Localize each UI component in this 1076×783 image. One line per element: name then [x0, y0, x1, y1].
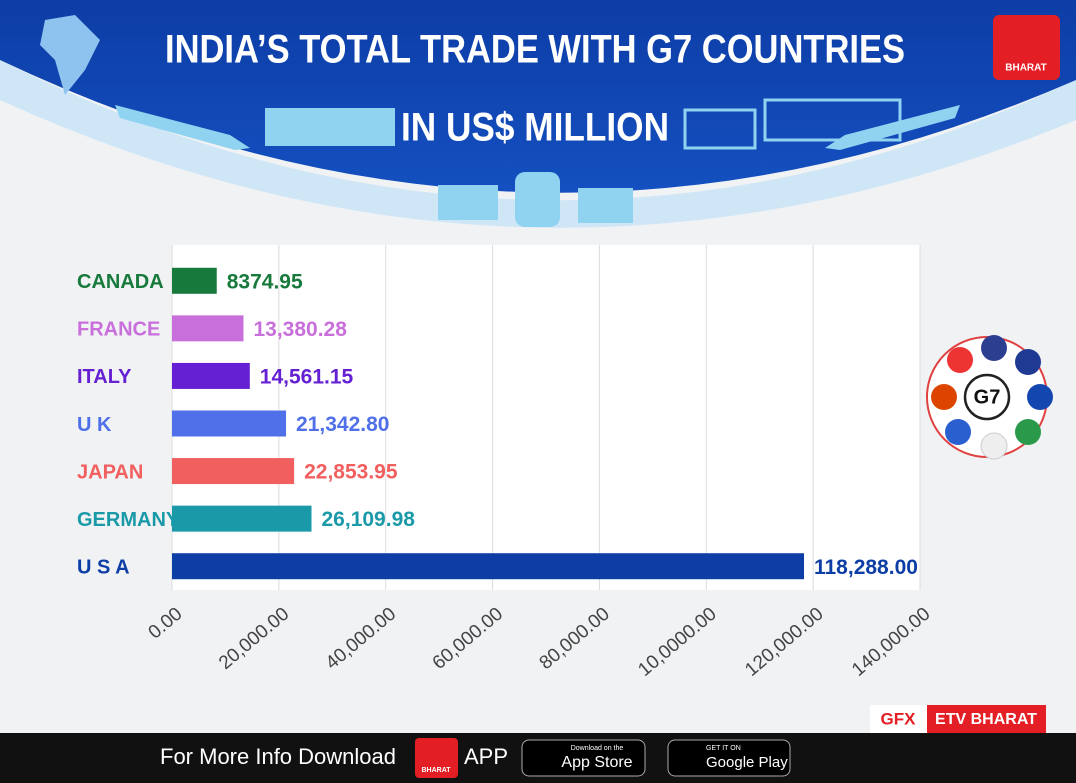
plane-icon	[115, 105, 250, 150]
value-label: 14,561.15	[260, 365, 354, 388]
credit-box	[870, 705, 927, 733]
bar	[172, 458, 295, 485]
header-rim	[0, 60, 1076, 228]
value-label: 26,109.98	[322, 508, 416, 531]
g7-inner	[963, 373, 1011, 421]
truck-icon	[265, 108, 395, 146]
bar	[172, 410, 287, 437]
y-tick-label: GERMANY	[77, 509, 180, 531]
flag	[947, 347, 973, 373]
bar	[172, 315, 244, 342]
y-tick-label: ITALY	[77, 366, 132, 388]
bar	[172, 362, 250, 389]
y-tick-label: CANADA	[77, 271, 164, 293]
app-store-button[interactable]	[521, 739, 646, 777]
bar	[172, 267, 217, 294]
plot-area	[172, 245, 920, 590]
credit-box	[927, 705, 1046, 733]
value-label: 13,380.28	[253, 318, 347, 341]
footer-app: APP	[464, 744, 508, 769]
g7-text: G7	[974, 386, 1001, 408]
flag	[1015, 349, 1041, 375]
google-play-small: GET IT ON	[706, 745, 741, 752]
bar	[172, 553, 804, 580]
ship-icon	[578, 188, 633, 223]
flag	[1027, 384, 1053, 410]
app-store-small: Download on the	[571, 745, 624, 752]
ship-icon	[438, 185, 498, 220]
y-tick-label: JAPAN	[77, 461, 143, 483]
container-icon	[683, 108, 757, 150]
y-tick-label: FRANCE	[77, 319, 160, 341]
bar	[172, 505, 312, 532]
flag	[1015, 419, 1041, 445]
y-tick-label: U S A	[77, 556, 130, 578]
value-label: 22,853.95	[304, 461, 398, 484]
flag	[931, 384, 957, 410]
logo-text: BHARAT	[1005, 63, 1046, 74]
footer-logo-text: BHARAT	[421, 767, 451, 774]
app-store-text: App Store	[561, 754, 632, 771]
value-label: 21,342.80	[296, 413, 389, 436]
map-icon	[40, 15, 100, 95]
flag	[981, 335, 1007, 361]
value-label: 8374.95	[227, 270, 303, 293]
google-play-button[interactable]	[667, 739, 791, 777]
metro-icon	[515, 172, 560, 227]
flag	[980, 432, 1008, 460]
footer-text: For More Info Download	[160, 744, 396, 769]
google-play-text: Google Play	[706, 754, 788, 771]
footer-logo	[415, 738, 458, 778]
credit-gfx: GFX	[881, 709, 917, 728]
y-tick-label: U K	[77, 414, 112, 436]
logo	[993, 15, 1060, 80]
value-label: 118,288.00	[814, 556, 918, 579]
chart-subtitle: IN US$ MILLION	[401, 106, 669, 150]
train-icon	[763, 98, 902, 142]
chart-title: INDIA’S TOTAL TRADE WITH G7 COUNTRIES	[165, 28, 905, 72]
credit-brand: ETV BHARAT	[935, 711, 1037, 728]
flag	[945, 419, 971, 445]
